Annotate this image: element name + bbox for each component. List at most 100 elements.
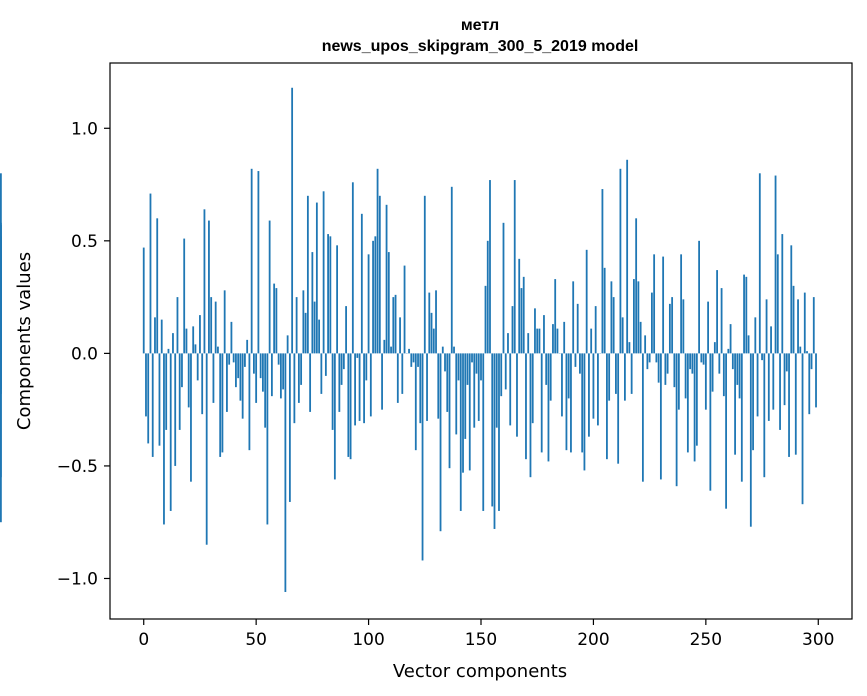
bar — [691, 353, 694, 374]
bar — [749, 353, 752, 527]
bar — [704, 353, 707, 410]
bar — [448, 353, 451, 469]
bar — [295, 297, 298, 354]
bar — [199, 315, 201, 354]
bar — [158, 353, 161, 446]
bar — [675, 353, 678, 487]
bar — [702, 353, 705, 365]
bar — [383, 339, 386, 354]
bar — [754, 317, 757, 354]
bar — [300, 353, 303, 385]
bar — [543, 315, 545, 354]
bar — [785, 353, 788, 372]
bar — [522, 276, 525, 354]
bar — [471, 353, 473, 363]
bar — [374, 236, 377, 354]
bar — [477, 353, 480, 421]
bar — [698, 240, 700, 354]
bar — [363, 353, 365, 424]
bar — [250, 168, 253, 354]
bar — [338, 353, 341, 412]
bar — [399, 317, 401, 354]
bar — [574, 353, 577, 367]
bar — [172, 333, 174, 354]
x-axis-label: Vector components — [393, 661, 567, 682]
bar — [781, 234, 784, 354]
bar — [360, 213, 363, 354]
bar — [255, 353, 258, 403]
bar — [246, 339, 249, 354]
bar — [437, 353, 440, 419]
bar — [340, 353, 343, 385]
bar — [304, 312, 307, 354]
bar — [731, 353, 734, 370]
bar — [390, 346, 392, 354]
bar — [165, 353, 168, 430]
bar — [772, 353, 775, 410]
bar — [205, 353, 208, 545]
bar — [633, 279, 635, 354]
bar — [293, 353, 296, 424]
bar — [410, 353, 413, 367]
bar — [468, 353, 471, 471]
bar — [196, 353, 199, 381]
bars-group — [0, 87, 817, 592]
bar — [491, 353, 494, 507]
bar — [722, 353, 725, 397]
bar — [385, 204, 388, 354]
bar — [396, 353, 399, 403]
bar — [345, 306, 347, 354]
bar — [351, 182, 354, 354]
bar — [455, 353, 458, 435]
bar — [794, 353, 797, 455]
bar — [738, 353, 741, 399]
bar — [695, 353, 698, 446]
bar — [208, 220, 210, 354]
bar — [513, 180, 516, 354]
bar — [579, 353, 581, 374]
bar — [163, 353, 165, 525]
bar — [0, 353, 2, 478]
bar — [210, 297, 213, 354]
bar — [677, 353, 680, 410]
bar — [648, 353, 651, 363]
bar — [156, 218, 159, 354]
bar — [572, 281, 575, 354]
bar — [498, 353, 500, 511]
bar — [495, 353, 498, 428]
bar — [547, 353, 550, 462]
bar — [403, 265, 406, 354]
bar — [284, 353, 287, 592]
bar — [770, 326, 772, 354]
bar — [230, 321, 233, 354]
bar — [167, 348, 170, 354]
bar — [232, 353, 235, 363]
bar — [262, 353, 264, 392]
bar — [538, 328, 541, 354]
bar — [801, 353, 804, 505]
bar — [430, 312, 433, 354]
bar — [776, 254, 779, 354]
bar — [563, 321, 566, 354]
bar — [419, 353, 422, 424]
bar — [239, 353, 242, 401]
bar — [462, 353, 464, 473]
bar — [606, 353, 608, 460]
bar — [628, 342, 631, 354]
bar — [684, 353, 687, 399]
bar — [444, 353, 446, 372]
bar — [484, 285, 487, 354]
bar — [525, 353, 527, 460]
bar — [711, 353, 714, 392]
x-tick-label: 300 — [802, 630, 834, 650]
bar — [567, 353, 570, 399]
bar — [174, 353, 177, 466]
bar — [552, 324, 554, 354]
bar — [745, 276, 748, 354]
bar — [441, 346, 444, 354]
bar — [666, 353, 669, 374]
bar — [590, 328, 593, 354]
bar — [725, 353, 727, 509]
bar — [635, 218, 638, 354]
bar — [322, 191, 325, 354]
